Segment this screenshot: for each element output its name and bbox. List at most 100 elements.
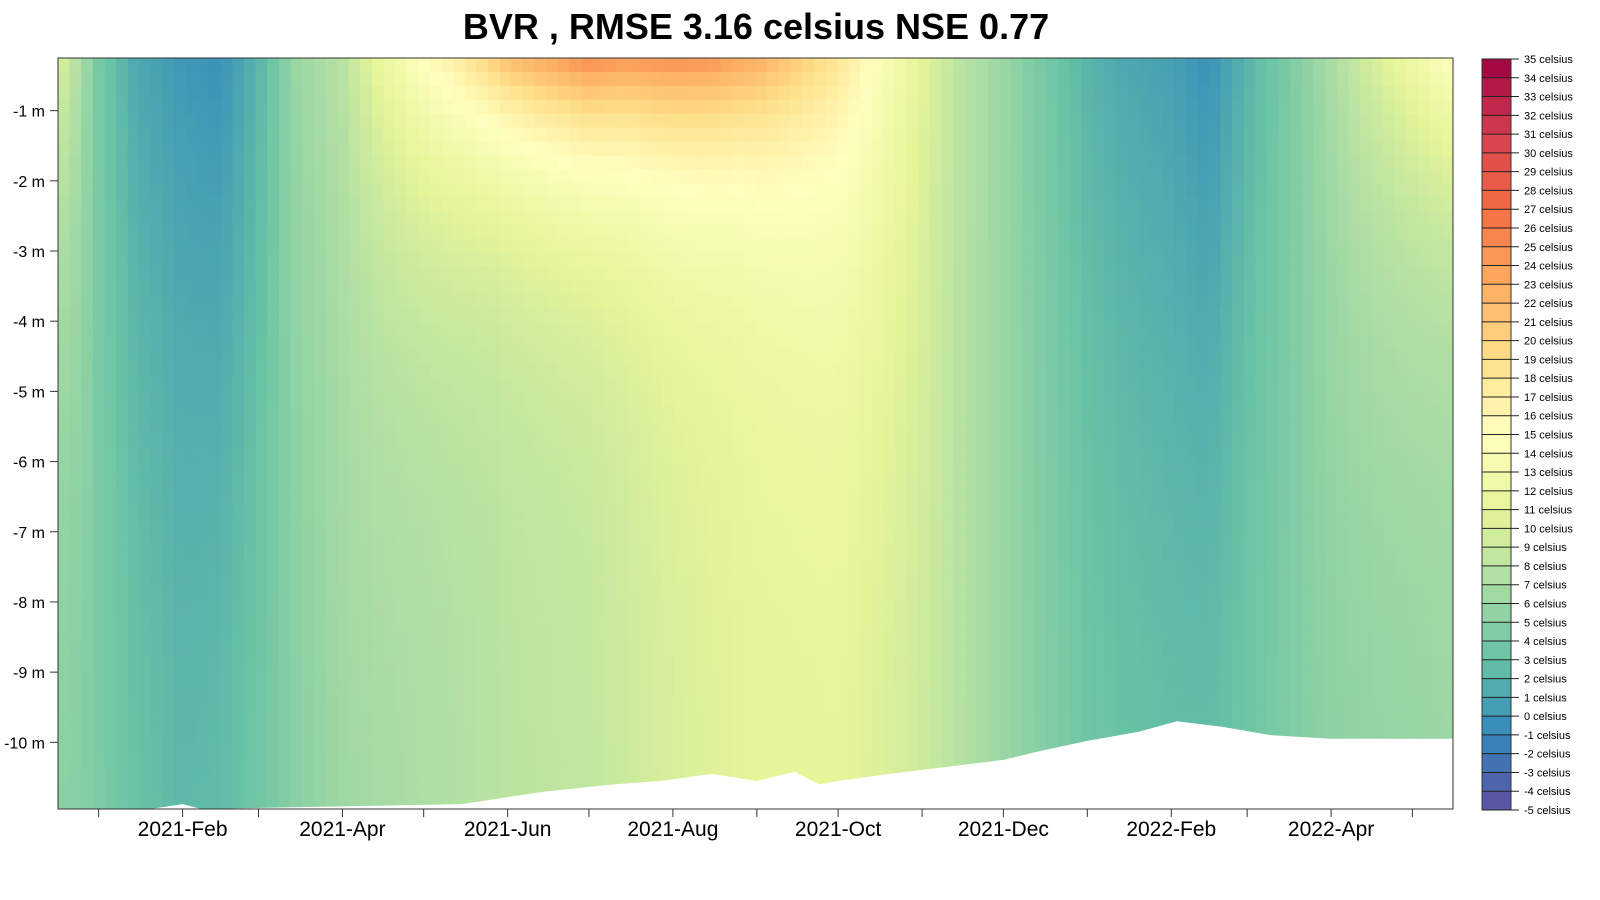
heatmap-cell [674, 516, 687, 532]
heatmap-cell [313, 363, 326, 379]
heatmap-cell [616, 113, 629, 129]
heatmap-cell [1115, 252, 1129, 268]
heatmap-cell [1115, 141, 1129, 156]
heatmap-cell [476, 294, 489, 309]
heatmap-cell [1115, 350, 1129, 365]
heatmap-cell [464, 350, 478, 365]
heatmap-cell [511, 99, 524, 115]
heatmap-cell [627, 391, 640, 407]
heatmap-cell [325, 155, 338, 170]
heatmap-cell [534, 71, 547, 87]
heatmap-cell [104, 489, 117, 504]
heatmap-cell [523, 767, 536, 782]
heatmap-cell [371, 238, 385, 254]
heatmap-cell [162, 558, 175, 574]
heatmap-cell [383, 433, 396, 449]
heatmap-cell [325, 363, 338, 379]
heatmap-cell [557, 238, 571, 254]
heatmap-cell [255, 600, 268, 615]
heatmap-cell [685, 433, 698, 449]
heatmap-cell [476, 586, 489, 601]
heatmap-cell [1104, 433, 1117, 449]
heatmap-cell [732, 711, 745, 727]
heatmap-cell [418, 739, 431, 754]
heatmap-cell [604, 433, 617, 449]
heatmap-cell [941, 739, 954, 754]
heatmap-cell [604, 419, 617, 435]
heatmap-cell [755, 169, 768, 184]
heatmap-cell [1069, 642, 1082, 657]
heatmap-cell [592, 71, 605, 87]
heatmap-cell [371, 252, 385, 268]
heatmap-cell [360, 753, 373, 768]
heatmap-cell [1057, 489, 1070, 504]
heatmap-cell [476, 183, 489, 198]
heatmap-cell [244, 127, 257, 143]
heatmap-cell [185, 600, 199, 615]
heatmap-cell [674, 683, 687, 699]
heatmap-cell [767, 99, 780, 115]
heatmap-cell [569, 322, 582, 337]
heatmap-cell [999, 642, 1012, 657]
heatmap-cell [697, 363, 710, 379]
heatmap-cell [581, 322, 594, 337]
heatmap-cell [267, 113, 280, 129]
heatmap-cell [720, 252, 733, 268]
heatmap-cell [1081, 99, 1094, 115]
heatmap-cell [743, 391, 757, 407]
heatmap-cell [988, 433, 1001, 449]
heatmap-cell [104, 127, 117, 143]
heatmap-cell [848, 155, 861, 170]
heatmap-cell [302, 294, 315, 309]
heatmap-cell [650, 308, 664, 323]
heatmap-cell [418, 516, 431, 532]
heatmap-cell [720, 725, 733, 741]
heatmap-cell [929, 461, 943, 476]
heatmap-cell [313, 322, 326, 337]
heatmap-cell [895, 377, 908, 393]
heatmap-cell [988, 71, 1001, 87]
heatmap-cell [604, 363, 617, 379]
heatmap-cell [139, 155, 152, 170]
heatmap-cell [836, 155, 850, 170]
heatmap-cell [313, 697, 326, 713]
heatmap-cell [871, 475, 884, 490]
heatmap-cell [127, 266, 140, 282]
heatmap-cell [674, 572, 687, 588]
heatmap-cell [348, 155, 361, 170]
heatmap-cell [162, 697, 175, 713]
heatmap-cell [964, 238, 977, 254]
heatmap-cell [1115, 183, 1129, 198]
heatmap-cell [871, 391, 884, 407]
heatmap-cell [360, 169, 373, 184]
heatmap-cell [534, 169, 547, 184]
heatmap-cell [802, 294, 815, 309]
heatmap-cell [557, 377, 571, 393]
heatmap-cell [302, 363, 315, 379]
heatmap-cell [616, 252, 629, 268]
heatmap-cell [964, 252, 977, 268]
heatmap-cell [174, 558, 187, 574]
heatmap-cell [348, 461, 361, 476]
heatmap-cell [313, 572, 326, 588]
heatmap-cell [127, 71, 140, 87]
heatmap-cell [116, 697, 129, 713]
heatmap-cell [941, 628, 954, 643]
heatmap-cell [511, 71, 524, 87]
heatmap-cell [929, 447, 943, 462]
heatmap-cell [371, 544, 385, 560]
heatmap-cell [337, 711, 350, 727]
heatmap-cell [639, 572, 652, 588]
heatmap-cell [546, 85, 559, 101]
heatmap-cell [1022, 99, 1036, 115]
heatmap-cell [511, 252, 524, 268]
heatmap-cell [278, 544, 292, 560]
heatmap-cell [162, 169, 175, 184]
heatmap-cell [371, 697, 385, 713]
heatmap-cell [418, 127, 431, 143]
heatmap-cell [1069, 628, 1082, 643]
heatmap-cell [209, 586, 222, 601]
heatmap-cell [488, 433, 501, 449]
heatmap-cell [302, 99, 315, 115]
heatmap-cell [185, 197, 199, 212]
